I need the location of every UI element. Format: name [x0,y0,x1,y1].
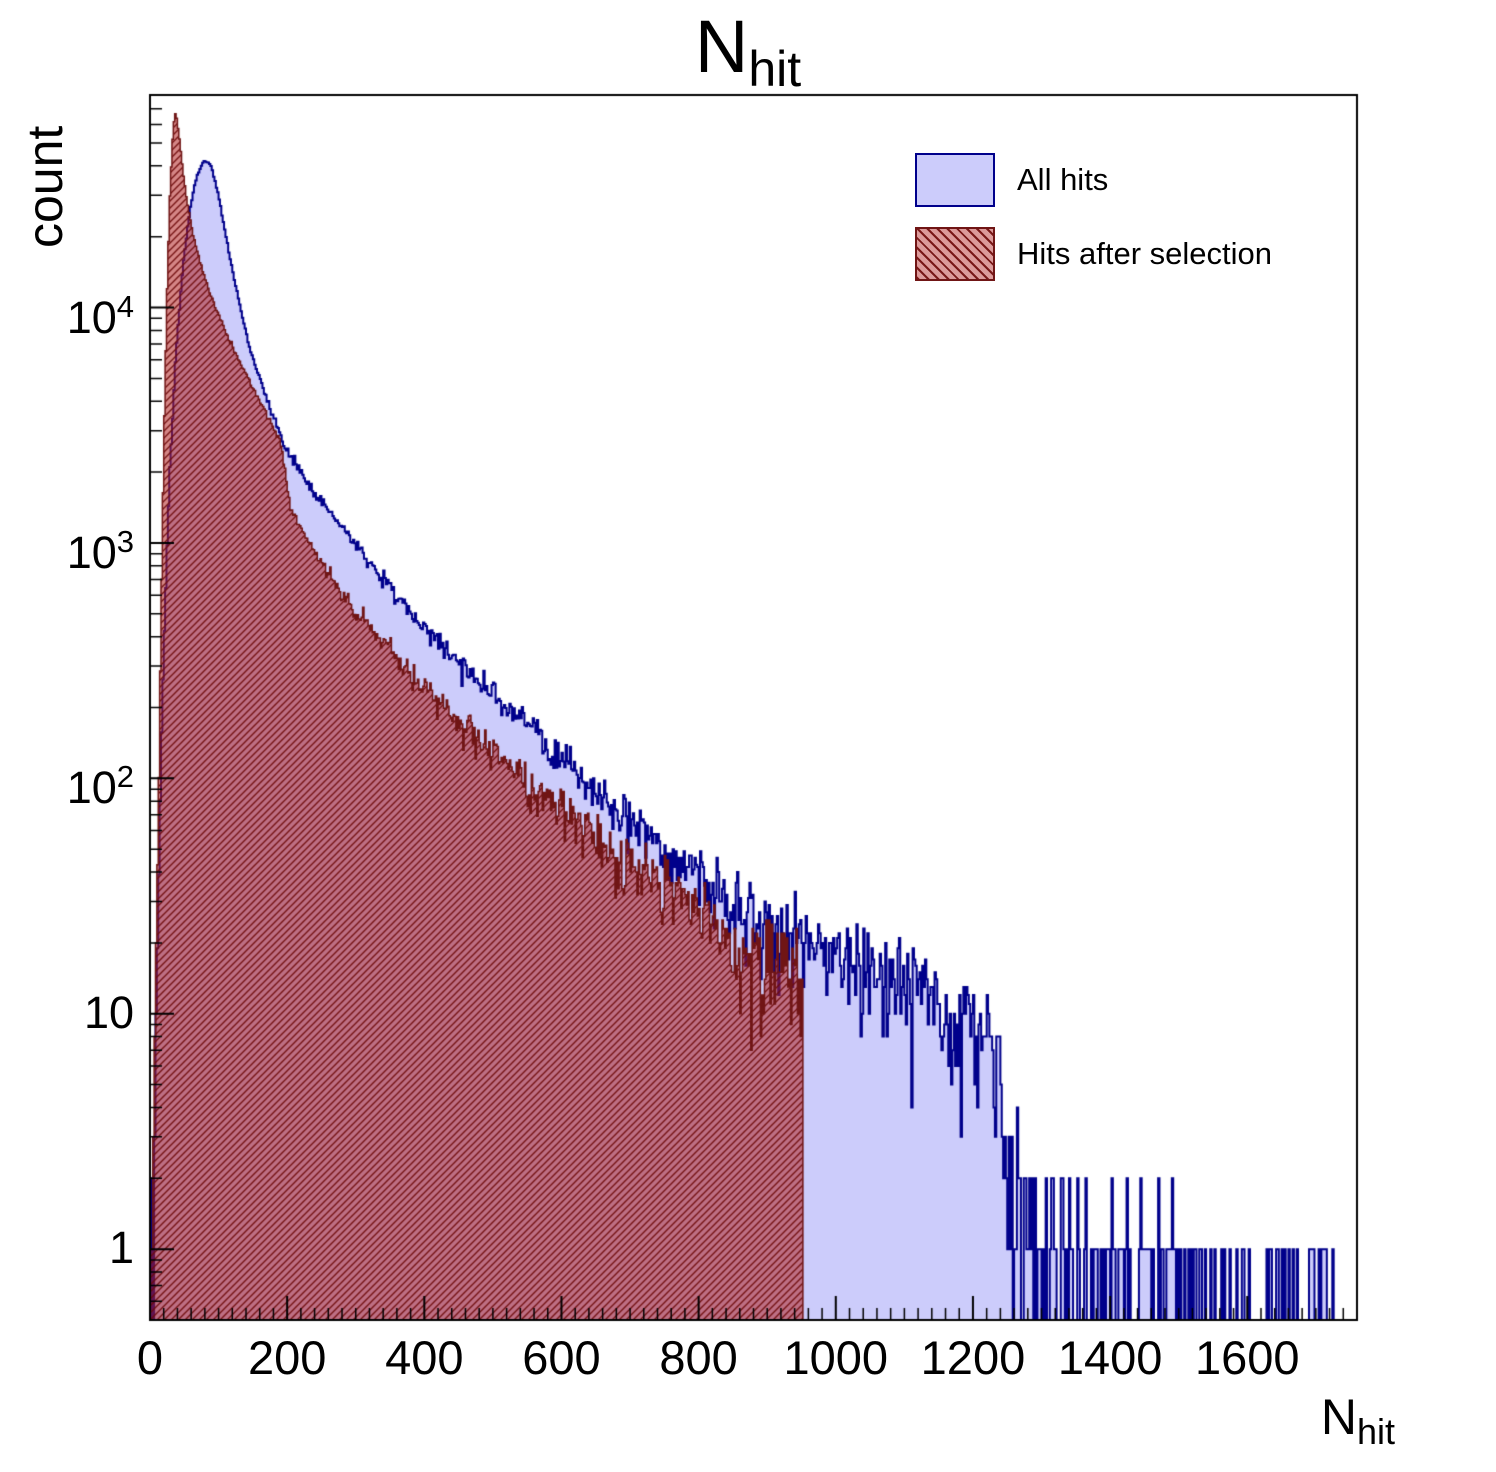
legend-label: Hits after selection [1017,236,1272,271]
legend-swatch-all-hits [915,153,995,207]
x-axis-title-main: N [1320,1389,1357,1445]
x-axis-title-sub: hit [1356,1411,1395,1452]
y-axis-title: count [17,125,73,248]
chart-title-sub: hit [748,41,802,97]
legend-label: All hits [1017,162,1109,197]
legend-entry: Hits after selection [915,226,1272,282]
x-axis-title: Nhit [1255,1388,1395,1452]
chart-title-main: N [694,5,749,88]
legend: All hits Hits after selection [915,152,1272,300]
legend-swatch-selection [915,227,995,281]
chart-title: Nhit [0,4,1496,97]
legend-entry: All hits [915,152,1272,208]
